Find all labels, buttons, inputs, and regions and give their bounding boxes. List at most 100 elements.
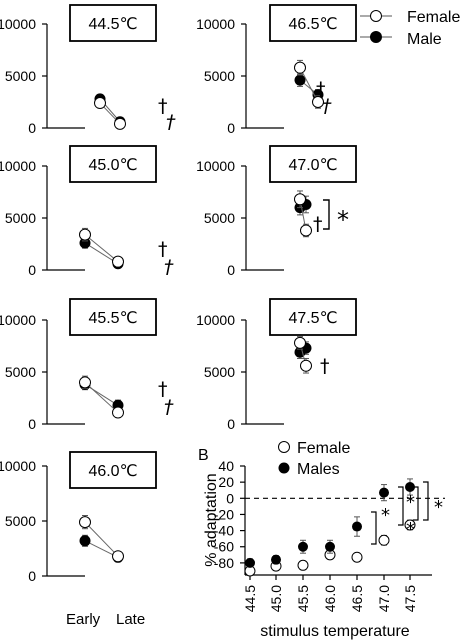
point-female: [79, 516, 91, 529]
y-tick-label: 10000: [0, 16, 36, 32]
point-male: [294, 74, 306, 86]
legend-female-marker: [370, 10, 382, 22]
x-axis-label: stimulus temperature: [260, 623, 409, 640]
panel-6: 10000 5000 0 46.0℃: [0, 451, 157, 584]
point-female: [300, 359, 312, 372]
x-tick-label: 45.0: [268, 585, 284, 612]
panel-title: 47.0℃: [288, 157, 337, 174]
panel-title: 46.5℃: [288, 16, 337, 33]
dagger-annotation: †: [158, 378, 168, 400]
dagger-annotation: †: [313, 213, 323, 235]
point-male: [271, 554, 281, 565]
y-axis-label: % adaptation: [203, 473, 220, 566]
x-label-late: Late: [116, 611, 146, 628]
y-tick-label: 5000: [5, 210, 36, 226]
point-female: [294, 61, 306, 74]
panel-label-b: B: [198, 447, 209, 464]
panel-title: 44.5℃: [88, 16, 137, 33]
y-tick-label: 10000: [0, 458, 36, 474]
point-male: [325, 541, 335, 552]
star-annotation: *: [337, 206, 349, 234]
point-male: [352, 521, 362, 532]
y-tick-label: 10000: [0, 312, 36, 328]
y-tick-label: 0: [227, 120, 235, 136]
series-line-female: [299, 67, 319, 103]
point-female: [378, 534, 390, 546]
y-tick-label: 40: [218, 458, 234, 474]
y-tick-label: 5000: [5, 68, 36, 84]
legend-b-male-label: Males: [297, 461, 340, 478]
y-tick-label: 20: [218, 474, 234, 490]
title-box: [69, 298, 157, 336]
series-line-female: [84, 234, 119, 263]
legend-b-female-label: Female: [297, 440, 350, 457]
point-male: [405, 481, 415, 492]
point-female: [312, 96, 324, 108]
panel-5: 10000 5000 0 47.5℃ †: [196, 298, 357, 432]
title-box: [269, 145, 357, 183]
point-female: [294, 336, 306, 349]
star-annotation: *: [381, 505, 390, 526]
significance-bracket: [413, 486, 419, 521]
significance-bracket: [423, 481, 429, 521]
title-box: [69, 451, 157, 489]
dagger-annotation: †: [322, 95, 332, 117]
panel-title: 46.0℃: [88, 463, 137, 480]
y-tick-label: 5000: [204, 210, 235, 226]
star-annotation: *: [406, 519, 415, 540]
dagger-annotation: †: [158, 238, 168, 260]
y-tick-label: 0: [28, 568, 36, 584]
point-female: [112, 255, 124, 268]
y-tick-label: 5000: [204, 68, 235, 84]
x-label-early: Early: [66, 611, 101, 628]
y-tick-label: 0: [28, 120, 36, 136]
significance-bracket: [323, 199, 330, 230]
panel-title: 47.5℃: [288, 310, 337, 327]
y-tick-label: 0: [28, 416, 36, 432]
dagger-annotation: †: [320, 355, 330, 377]
x-tick-label: 47.5: [402, 585, 418, 612]
y-tick-label: 0: [28, 262, 36, 278]
panel-title: 45.0℃: [88, 157, 137, 174]
point-male: [79, 237, 91, 249]
point-female: [300, 224, 312, 237]
point-male: [298, 541, 308, 552]
point-female: [404, 519, 416, 531]
x-tick-label: 46.0: [322, 585, 338, 612]
title-box: [69, 145, 157, 183]
dagger-annotation: †: [316, 78, 326, 100]
x-tick-label: 46.5: [349, 585, 365, 612]
point-female: [94, 97, 106, 110]
y-tick-label: 0: [227, 262, 235, 278]
star-annotation: *: [406, 492, 415, 513]
series-line-female: [84, 521, 119, 557]
panel-3: 10000 5000 0 47.0℃ † *: [196, 145, 357, 278]
title-box: [269, 4, 357, 42]
point-female: [79, 228, 91, 241]
title-box: [269, 298, 357, 336]
point-female: [297, 559, 309, 571]
legend-female-label: Female: [407, 9, 460, 26]
y-tick-label: 10000: [196, 158, 235, 174]
significance-bracket: [398, 486, 404, 526]
y-tick-label: 10000: [0, 158, 36, 174]
point-female: [79, 376, 91, 389]
point-female: [294, 193, 306, 206]
y-tick-label: 5000: [5, 364, 36, 380]
dagger-annotation: †: [164, 396, 174, 418]
y-tick-label: 5000: [204, 364, 235, 380]
panel-1: 10000 5000 0 46.5℃ ††: [196, 4, 357, 136]
dagger-annotation: †: [158, 95, 168, 117]
point-male: [379, 487, 389, 498]
point-female: [112, 406, 124, 419]
y-tick-label: -40: [214, 523, 234, 539]
significance-bracket: [371, 511, 377, 545]
point-female: [112, 550, 124, 563]
panel-4: 10000 5000 0 45.5℃ ††: [0, 298, 174, 432]
x-tick-label: 44.5: [242, 585, 258, 612]
dagger-annotation: †: [166, 111, 176, 133]
legend-b-female-marker: [278, 441, 290, 453]
title-box: [69, 4, 157, 42]
